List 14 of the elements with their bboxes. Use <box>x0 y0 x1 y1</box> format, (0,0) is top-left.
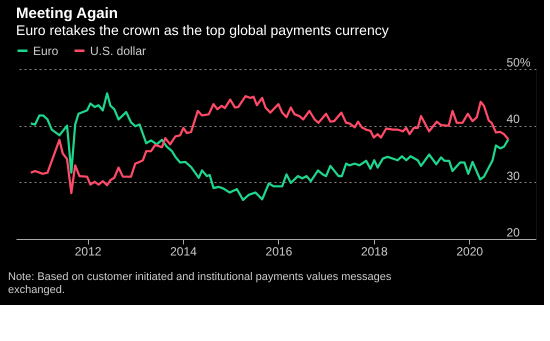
chart-title: Meeting Again <box>16 5 118 22</box>
text: Note: Based on customer initiated and institutional payments values messages exchanged. <box>8 271 392 296</box>
legend-label: Euro <box>33 44 59 58</box>
y-tick-label: 30 <box>506 168 520 183</box>
y-tick-label: 50% <box>506 56 531 70</box>
x-tick-label: 2018 <box>360 244 388 258</box>
y-tick-label: 20 <box>506 226 520 240</box>
x-tick-label: 2016 <box>266 244 293 258</box>
x-tick-label: 2012 <box>74 244 102 258</box>
x-tick-label: 2020 <box>456 244 484 258</box>
chart-subtitle: Euro retakes the crown as the top global payments currency <box>16 22 389 38</box>
y-tick-label: 40 <box>506 112 520 126</box>
legend-label: U.S. dollar <box>90 44 146 58</box>
x-tick-label: 2014 <box>170 244 198 258</box>
